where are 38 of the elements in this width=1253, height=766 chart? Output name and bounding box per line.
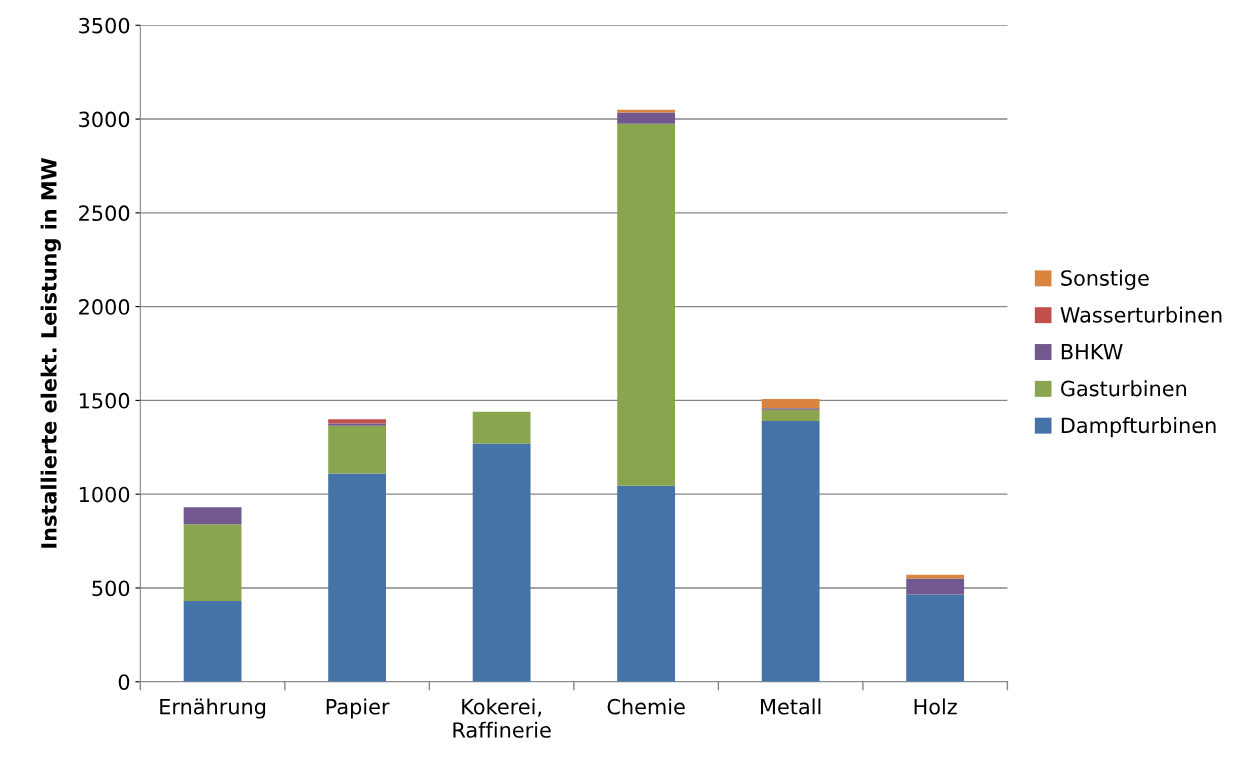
y-axis-title: Installierte elekt. Leistung in MW xyxy=(40,158,61,548)
y-tick-label: 1000 xyxy=(79,486,130,503)
y-tick-label: 3000 xyxy=(79,111,130,128)
x-tick-label: Papier xyxy=(326,698,390,719)
bar xyxy=(328,473,387,682)
y-tick-label: 2500 xyxy=(79,205,130,222)
legend-label: Gasturbinen xyxy=(1061,380,1186,397)
bar xyxy=(761,409,820,422)
x-tick-label: Ernährung xyxy=(160,698,266,719)
bar xyxy=(472,443,531,682)
x-tick-label: Chemie xyxy=(607,698,685,715)
bar xyxy=(906,574,965,579)
bar xyxy=(906,594,965,682)
bar xyxy=(617,112,676,124)
legend-label: Dampfturbinen xyxy=(1061,417,1216,438)
bar xyxy=(617,485,676,682)
bar xyxy=(906,578,965,595)
y-tick-label: 500 xyxy=(92,580,130,597)
x-tick-label: Holz xyxy=(914,698,957,715)
bar xyxy=(761,421,820,682)
y-tick-label: 2000 xyxy=(79,299,130,315)
legend-label: Wasserturbinen xyxy=(1060,306,1222,323)
bar xyxy=(183,524,242,602)
y-tick-label: 3500 xyxy=(79,17,130,34)
x-tick-label: Metall xyxy=(761,698,821,715)
bar xyxy=(183,601,242,682)
legend-label: BHKW xyxy=(1061,344,1123,360)
bar xyxy=(761,398,820,409)
bar xyxy=(183,507,242,525)
bar xyxy=(617,123,676,486)
legend-label: Sonstige xyxy=(1061,269,1149,290)
x-tick-label: Kokerei, Raffinerie xyxy=(453,698,551,738)
bar xyxy=(328,425,387,474)
bar xyxy=(328,419,387,424)
y-tick-label: 1500 xyxy=(79,392,130,409)
bar xyxy=(328,423,387,426)
bar xyxy=(472,411,531,444)
y-tick-label: 0 xyxy=(118,674,130,690)
